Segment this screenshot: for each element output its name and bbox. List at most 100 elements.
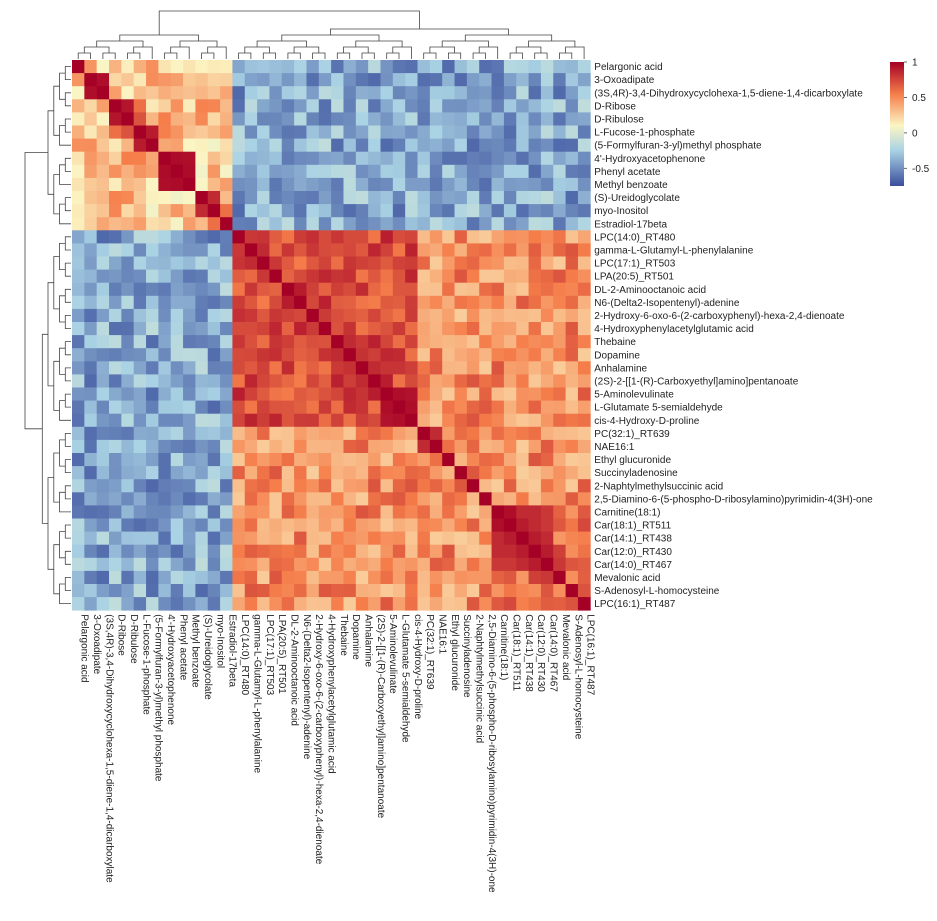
heatmap-cell: [244, 335, 258, 349]
heatmap-cell: [380, 531, 394, 546]
heatmap-cell: [170, 518, 184, 532]
heatmap-cell: [405, 177, 418, 192]
heatmap-cell: [109, 335, 122, 349]
heatmap-cell: [479, 557, 492, 572]
heatmap-cell: [454, 557, 468, 572]
column-label: S-Adenosyl-L-homocysteine: [572, 614, 583, 739]
heatmap-cell: [133, 466, 147, 480]
heatmap-cell: [454, 295, 468, 310]
row-label: D-Ribose: [594, 101, 636, 112]
heatmap-cell: [207, 191, 221, 205]
heatmap-cell: [220, 230, 233, 244]
column-dendrogram-branch: [179, 40, 218, 47]
heatmap-cell: [454, 361, 468, 375]
heatmap-cell: [466, 125, 480, 139]
heatmap-cell: [368, 191, 381, 205]
heatmap-cell: [232, 400, 246, 415]
heatmap-cell: [417, 570, 431, 585]
heatmap-cell: [269, 531, 283, 546]
heatmap-cell: [429, 348, 443, 362]
heatmap-cell: [392, 413, 406, 428]
heatmap-cell: [565, 348, 579, 362]
heatmap-cell: [454, 426, 468, 441]
heatmap-cell: [96, 125, 110, 139]
heatmap-cell: [491, 308, 505, 323]
heatmap-cell: [491, 164, 505, 179]
column-label: LPC(17:1)_RT503: [264, 614, 275, 695]
heatmap-cell: [516, 243, 529, 257]
heatmap-cell: [257, 164, 270, 179]
heatmap-cell: [294, 308, 307, 323]
heatmap-cell: [281, 86, 295, 100]
heatmap-cell: [121, 217, 135, 231]
heatmap-cell: [466, 335, 480, 349]
heatmap-cell: [528, 597, 542, 611]
column-dendrogram-branch: [119, 34, 199, 41]
heatmap-cell: [72, 125, 85, 139]
heatmap-cell: [368, 374, 381, 388]
heatmap-cell: [294, 453, 307, 467]
heatmap-cell: [96, 164, 110, 179]
heatmap-cell: [516, 191, 529, 205]
heatmap-cell: [170, 322, 184, 336]
column-dendrogram-branch: [207, 46, 227, 59]
heatmap-cell: [109, 466, 122, 480]
heatmap-cell: [528, 112, 542, 126]
heatmap-cell: [331, 191, 344, 205]
heatmap-cell: [392, 466, 406, 480]
heatmap-cell: [479, 138, 492, 153]
heatmap-cell: [491, 99, 505, 113]
heatmap-cell: [257, 374, 270, 388]
heatmap-cell: [306, 269, 320, 284]
heatmap-cell: [355, 322, 369, 336]
heatmap-cell: [232, 230, 246, 244]
heatmap-cell: [528, 492, 542, 506]
column-label: Car(18:1)_RT511: [511, 614, 522, 691]
heatmap-cell: [454, 387, 468, 401]
heatmap-cell: [133, 322, 147, 336]
heatmap-cell: [195, 164, 209, 179]
heatmap-cell: [220, 125, 233, 139]
heatmap-cell: [454, 282, 468, 297]
heatmap-cell: [133, 361, 147, 375]
heatmap-cell: [479, 505, 492, 519]
heatmap-cell: [306, 479, 320, 493]
heatmap-cell: [220, 479, 233, 493]
heatmap-cell: [553, 73, 566, 87]
heatmap-cell: [540, 151, 554, 166]
heatmap-cell: [503, 531, 517, 546]
heatmap-cell: [269, 479, 283, 493]
heatmap-cell: [146, 453, 159, 467]
row-dendrogram-branch: [64, 524, 71, 539]
heatmap-cell: [392, 191, 406, 205]
heatmap-cell: [429, 387, 443, 401]
heatmap-cell: [577, 584, 591, 598]
heatmap-cell: [133, 125, 147, 139]
heatmap-cell: [540, 544, 554, 559]
heatmap-cell: [281, 99, 295, 113]
row-label: Anhalamine: [594, 363, 647, 374]
heatmap-cell: [306, 348, 320, 362]
heatmap-cell: [405, 492, 418, 506]
column-label: 2,5-Diamino-6-(5-phospho-D-ribosylamino)…: [486, 614, 497, 893]
heatmap-cell: [269, 282, 283, 297]
heatmap-cell: [392, 335, 406, 349]
heatmap-cell: [516, 348, 529, 362]
heatmap-cell: [417, 335, 431, 349]
heatmap-cell: [183, 374, 196, 388]
heatmap-cell: [281, 269, 295, 284]
heatmap-cell: [96, 282, 110, 297]
heatmap-cell: [158, 570, 172, 585]
column-dendrogram-branch: [330, 28, 509, 35]
heatmap-cell: [158, 243, 172, 257]
heatmap-cell: [380, 295, 394, 310]
heatmap-cell: [380, 374, 394, 388]
heatmap-cell: [133, 400, 147, 415]
heatmap-cell: [355, 269, 369, 284]
heatmap-cell: [429, 217, 443, 231]
heatmap-cell: [417, 73, 431, 87]
heatmap-cell: [294, 413, 307, 428]
heatmap-cell: [540, 439, 554, 454]
heatmap-cell: [109, 282, 122, 297]
heatmap-cell: [84, 295, 98, 310]
